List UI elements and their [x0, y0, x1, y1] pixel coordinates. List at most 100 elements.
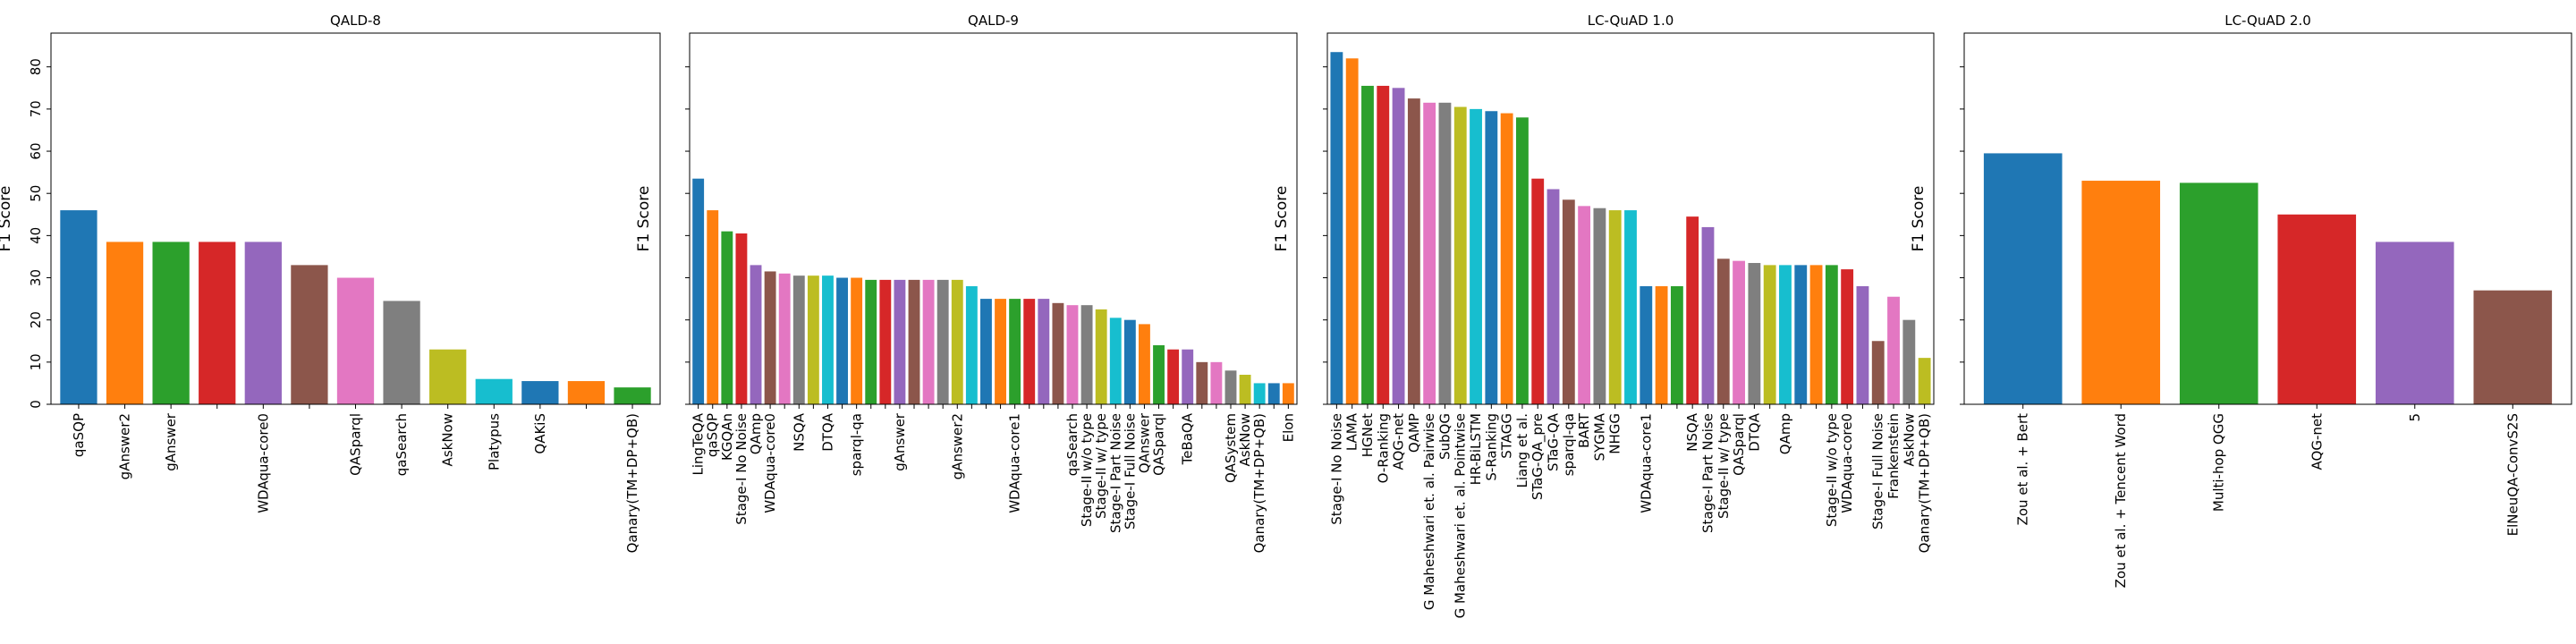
chart-panel: QALD-8 F1 Score qaSQP gAnswer2 gAnswer WDAqua… [0, 13, 661, 553]
bar [1282, 383, 1294, 404]
bar [1485, 111, 1498, 404]
y-axis-label: F1 Score [635, 186, 653, 252]
bar [822, 275, 834, 404]
bar [429, 349, 467, 404]
bar [908, 279, 920, 404]
chart-title: LC-QuAD 1.0 [1588, 13, 1674, 29]
bar [980, 299, 992, 404]
y-tick-label: 10 [28, 353, 44, 370]
bar [1423, 102, 1436, 404]
bar [1080, 305, 1093, 404]
x-tick-label: Stage-II w/o type [1079, 413, 1095, 527]
bar [1531, 178, 1545, 404]
x-tick-label: LingTeQA [691, 412, 707, 475]
bar [1562, 199, 1575, 404]
y-tick-label: 30 [28, 269, 44, 286]
bar [1733, 260, 1745, 404]
bar [1809, 265, 1823, 404]
bar [1345, 58, 1359, 404]
x-tick-label: Stage-I No Noise [733, 413, 750, 525]
x-tick-label: QASparql [1151, 413, 1167, 476]
x-tick-label: AskNow [1901, 413, 1917, 466]
x-tick-label: O-Ranking [1375, 413, 1391, 483]
bar [778, 273, 791, 404]
bar [707, 210, 719, 404]
bar [614, 387, 651, 404]
bar [894, 279, 906, 404]
bar [1686, 216, 1699, 404]
bar [1330, 52, 1343, 405]
bar [1779, 265, 1792, 404]
x-tick-label: sparql-qa [849, 413, 865, 476]
x-tick-label: STaG-QA [1546, 412, 1562, 471]
bar [106, 242, 144, 404]
x-tick-label: NHGG [1607, 413, 1623, 454]
x-tick-label: QAmp [1777, 413, 1793, 454]
x-tick-label: NSQA [791, 412, 807, 452]
x-tick-label: HGNet [1360, 413, 1376, 457]
x-tick-label: Multi-hop QGG [2211, 413, 2227, 512]
bar [1794, 265, 1808, 404]
bar [1593, 208, 1606, 404]
bar [922, 279, 935, 404]
bar [1701, 226, 1715, 404]
bar [1239, 374, 1251, 404]
bar [1841, 269, 1854, 404]
bar [199, 242, 236, 404]
bar [1438, 102, 1452, 404]
chart-title: QALD-8 [330, 13, 381, 29]
bar [1670, 285, 1683, 404]
bar [1655, 285, 1668, 404]
x-tick-label: Elon [1280, 413, 1296, 442]
bar [1716, 258, 1730, 404]
bar [995, 299, 1006, 404]
bar [1196, 361, 1208, 404]
bar [1640, 285, 1653, 404]
x-tick-label: Frankenstein [1885, 413, 1902, 499]
bar [1377, 85, 1390, 405]
x-tick-label: AskNow [440, 413, 456, 466]
x-tick-label: STAGG [1499, 413, 1515, 459]
x-tick-label: gAnswer2 [117, 413, 133, 479]
x-tick-label: DTQA [819, 412, 835, 452]
bar [1546, 189, 1560, 404]
bar [1153, 344, 1165, 404]
bar [1038, 299, 1050, 404]
chart-panel: LC-QuAD 2.0 F1 Score Zou et al. + Bert Zou … [1910, 13, 2572, 588]
bar [1748, 263, 1761, 404]
bar [475, 378, 513, 404]
x-tick-label: Stage-I Full Noise [1870, 413, 1886, 530]
bar [750, 265, 762, 404]
bar [1392, 88, 1405, 404]
y-axis-label: F1 Score [1273, 186, 1291, 252]
bar [1763, 265, 1776, 404]
bar [1516, 117, 1529, 404]
bar [60, 210, 97, 404]
x-tick-label: S-Ranking [1483, 413, 1499, 481]
y-axis-label: F1 Score [1910, 186, 1928, 252]
bar [1167, 349, 1180, 404]
bar [1407, 98, 1420, 404]
bar [792, 275, 805, 404]
bar [1361, 85, 1374, 405]
x-tick-label: QASparql [348, 413, 364, 476]
x-tick-label: WDAqua-core0 [1839, 413, 1855, 513]
x-tick-label: gAnswer2 [949, 413, 965, 479]
bar [865, 279, 877, 404]
bar [1066, 305, 1079, 404]
x-tick-label: Platypus [486, 413, 502, 470]
x-tick-label: Stage-I Full Noise [1122, 413, 1138, 530]
x-tick-label: STaG-QA_pre [1530, 413, 1546, 500]
y-tick-label: 70 [28, 100, 44, 117]
x-tick-label: sparql-qa [1561, 413, 1577, 476]
x-tick-label: Zou et al. + Tencent Word [2113, 413, 2129, 588]
x-tick-label: Stage-I Part Noise [1699, 413, 1716, 533]
bar [244, 242, 282, 404]
bar [807, 275, 819, 404]
x-tick-label: WDAqua-core1 [1007, 413, 1023, 513]
plot-frame [1963, 32, 2572, 405]
bar [764, 271, 776, 404]
bar [936, 279, 949, 404]
x-tick-label: 5 [2407, 413, 2423, 422]
